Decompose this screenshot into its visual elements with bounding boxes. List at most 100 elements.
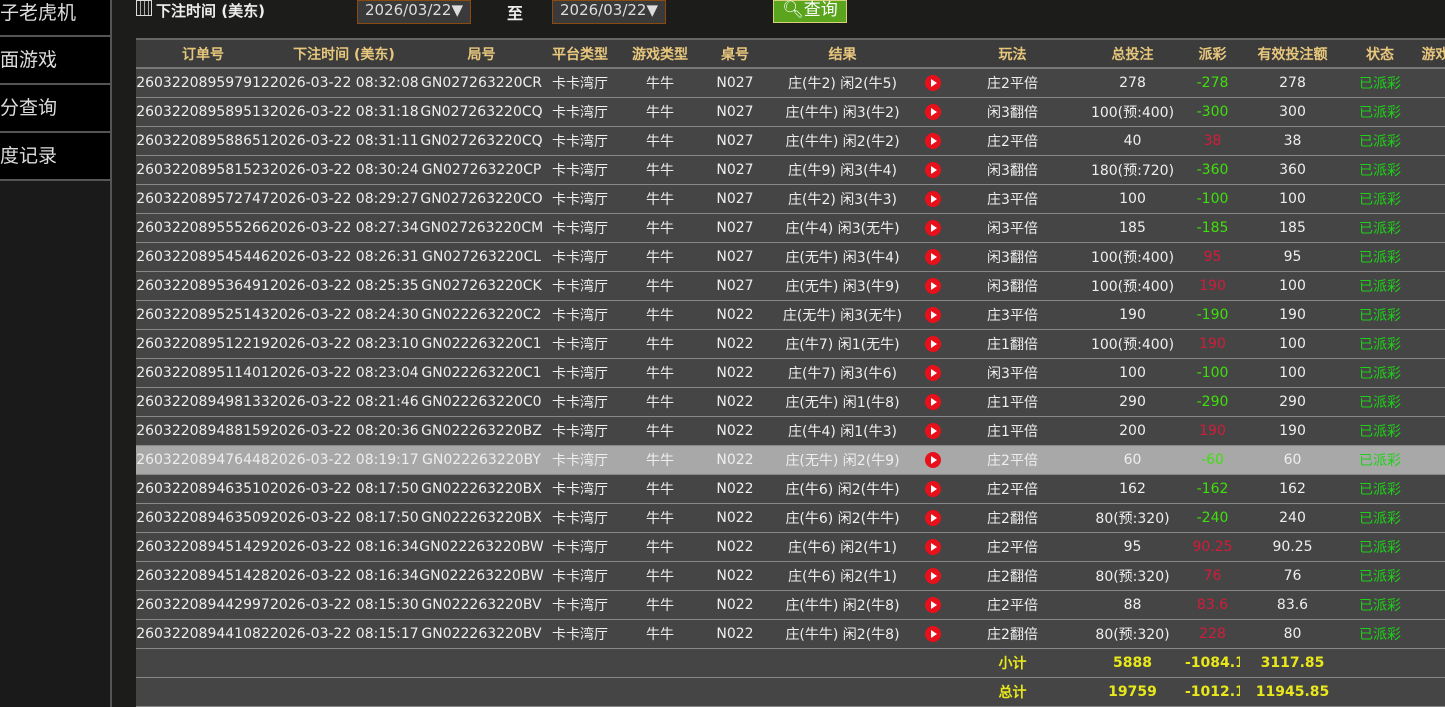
table-row[interactable]: 260322089597912 2026-03-22 08:32:08 GN0272… bbox=[136, 68, 1445, 98]
play-video-icon[interactable] bbox=[924, 306, 941, 323]
cell: 庄(牛牛) 闲2(牛2) bbox=[765, 126, 920, 156]
play-video-icon[interactable] bbox=[924, 538, 941, 555]
table-row[interactable]: 260322089441082 2026-03-22 08:15:17 GN0222… bbox=[136, 619, 1445, 649]
cell: 牛牛 bbox=[615, 503, 705, 533]
date-to-select[interactable]: 2026/03/22▼ bbox=[552, 0, 666, 24]
play-video-icon[interactable] bbox=[924, 132, 941, 149]
table-row[interactable]: 260322089442997 2026-03-22 08:15:30 GN0222… bbox=[136, 590, 1445, 620]
table-row[interactable]: 260322089451428 2026-03-22 08:16:34 GN0222… bbox=[136, 561, 1445, 591]
cell: 40 bbox=[1080, 126, 1185, 156]
table-row[interactable]: 260322089463509 2026-03-22 08:17:50 GN0222… bbox=[136, 503, 1445, 533]
table-row[interactable]: 260322089498133 2026-03-22 08:21:46 GN0222… bbox=[136, 387, 1445, 417]
cell: 庄3平倍 bbox=[945, 300, 1080, 330]
table-row[interactable]: 260322089536491 2026-03-22 08:25:35 GN0272… bbox=[136, 271, 1445, 301]
date-from-select[interactable]: 2026/03/22▼ bbox=[357, 0, 471, 24]
table-row[interactable]: 260322089476448 2026-03-22 08:19:17 GN0222… bbox=[136, 445, 1445, 475]
cell: 已派彩 bbox=[1345, 97, 1415, 127]
table-row[interactable]: 260322089589513 2026-03-22 08:31:18 GN0272… bbox=[136, 97, 1445, 127]
cell: 2026-03-22 08:29:27 bbox=[270, 184, 418, 214]
game-cell bbox=[1415, 561, 1445, 591]
cell: 260322089545446 bbox=[136, 242, 270, 272]
cell: 2026-03-22 08:23:10 bbox=[270, 329, 418, 359]
play-video-icon[interactable] bbox=[924, 596, 941, 613]
play-video-icon[interactable] bbox=[924, 277, 941, 294]
play-video-icon[interactable] bbox=[924, 480, 941, 497]
cell: 2026-03-22 08:24:30 bbox=[270, 300, 418, 330]
play-video-icon[interactable] bbox=[924, 161, 941, 178]
spacer bbox=[136, 648, 945, 678]
game-cell bbox=[1415, 184, 1445, 214]
table-row[interactable]: 260322089463510 2026-03-22 08:17:50 GN0222… bbox=[136, 474, 1445, 504]
play-video-icon[interactable] bbox=[924, 509, 941, 526]
sidebar-item[interactable]: 子老虎机 bbox=[0, 0, 110, 37]
play-video-icon[interactable] bbox=[924, 248, 941, 265]
cell: 庄(无牛) 闲3(无牛) bbox=[765, 300, 920, 330]
table-row[interactable]: 260322089572747 2026-03-22 08:29:27 GN0272… bbox=[136, 184, 1445, 214]
cell: 牛牛 bbox=[615, 184, 705, 214]
cell: 228 bbox=[1185, 619, 1240, 649]
cell: 庄(牛4) 闲1(牛3) bbox=[765, 416, 920, 446]
play-video-icon[interactable] bbox=[924, 364, 941, 381]
table-row[interactable]: 260322089588651 2026-03-22 08:31:11 GN0272… bbox=[136, 126, 1445, 156]
cell: N027 bbox=[705, 126, 765, 156]
play-video-icon[interactable] bbox=[924, 393, 941, 410]
cell: 牛牛 bbox=[615, 590, 705, 620]
sidebar-item[interactable]: 度记录 bbox=[0, 133, 110, 181]
cell: 闲3翻倍 bbox=[945, 242, 1080, 272]
play-video-icon[interactable] bbox=[924, 625, 941, 642]
column-header: 玩法 bbox=[945, 38, 1080, 69]
cell: 卡卡湾厅 bbox=[545, 213, 615, 243]
sidebar-item[interactable]: 面游戏 bbox=[0, 37, 110, 85]
replay-cell bbox=[920, 155, 945, 185]
table-row[interactable]: 260322089511401 2026-03-22 08:23:04 GN0222… bbox=[136, 358, 1445, 388]
replay-cell bbox=[920, 271, 945, 301]
cell: 庄(牛牛) 闲2(牛8) bbox=[765, 619, 920, 649]
game-cell bbox=[1415, 300, 1445, 330]
table-row[interactable]: 260322089525143 2026-03-22 08:24:30 GN0222… bbox=[136, 300, 1445, 330]
calendar-icon bbox=[136, 0, 152, 16]
game-cell bbox=[1415, 416, 1445, 446]
cell: 卡卡湾厅 bbox=[545, 619, 615, 649]
cell: 2026-03-22 08:27:34 bbox=[270, 213, 418, 243]
play-video-icon[interactable] bbox=[924, 422, 941, 439]
cell: GN022263220BV bbox=[418, 619, 545, 649]
cell: 2026-03-22 08:26:31 bbox=[270, 242, 418, 272]
sidebar-item[interactable]: 分查询 bbox=[0, 85, 110, 133]
play-video-icon[interactable] bbox=[924, 219, 941, 236]
cell: 278 bbox=[1240, 68, 1345, 98]
cell: 牛牛 bbox=[615, 532, 705, 562]
play-video-icon[interactable] bbox=[924, 103, 941, 120]
table-row[interactable]: 260322089451429 2026-03-22 08:16:34 GN0222… bbox=[136, 532, 1445, 562]
cell: -240 bbox=[1185, 503, 1240, 533]
play-video-icon[interactable] bbox=[924, 451, 941, 468]
column-header: 总投注 bbox=[1080, 38, 1185, 69]
cell: 牛牛 bbox=[615, 242, 705, 272]
cell: 260322089536491 bbox=[136, 271, 270, 301]
cell: 260322089488159 bbox=[136, 416, 270, 446]
cell: 100(预:400) bbox=[1080, 329, 1185, 359]
query-button[interactable]: 🔍︎查询 bbox=[773, 0, 847, 23]
table-row[interactable]: 260322089512219 2026-03-22 08:23:10 GN0222… bbox=[136, 329, 1445, 359]
play-video-icon[interactable] bbox=[924, 190, 941, 207]
game-cell bbox=[1415, 619, 1445, 649]
play-video-icon[interactable] bbox=[924, 567, 941, 584]
cell: 2026-03-22 08:32:08 bbox=[270, 68, 418, 98]
table-row[interactable]: 260322089581523 2026-03-22 08:30:24 GN0272… bbox=[136, 155, 1445, 185]
column-header: 派彩 bbox=[1185, 38, 1240, 69]
play-video-icon[interactable] bbox=[924, 335, 941, 352]
play-video-icon[interactable] bbox=[924, 74, 941, 91]
game-cell bbox=[1415, 97, 1445, 127]
table-row[interactable]: 260322089555266 2026-03-22 08:27:34 GN0272… bbox=[136, 213, 1445, 243]
cell: N022 bbox=[705, 590, 765, 620]
cell: 260322089588651 bbox=[136, 126, 270, 156]
cell: GN027263220CO bbox=[418, 184, 545, 214]
table-row[interactable]: 260322089488159 2026-03-22 08:20:36 GN0222… bbox=[136, 416, 1445, 446]
cell: 260322089572747 bbox=[136, 184, 270, 214]
cell: 162 bbox=[1080, 474, 1185, 504]
cell: 庄2翻倍 bbox=[945, 619, 1080, 649]
table-row[interactable]: 260322089545446 2026-03-22 08:26:31 GN0272… bbox=[136, 242, 1445, 272]
cell: -190 bbox=[1185, 300, 1240, 330]
cell: 360 bbox=[1240, 155, 1345, 185]
cell: 162 bbox=[1240, 474, 1345, 504]
